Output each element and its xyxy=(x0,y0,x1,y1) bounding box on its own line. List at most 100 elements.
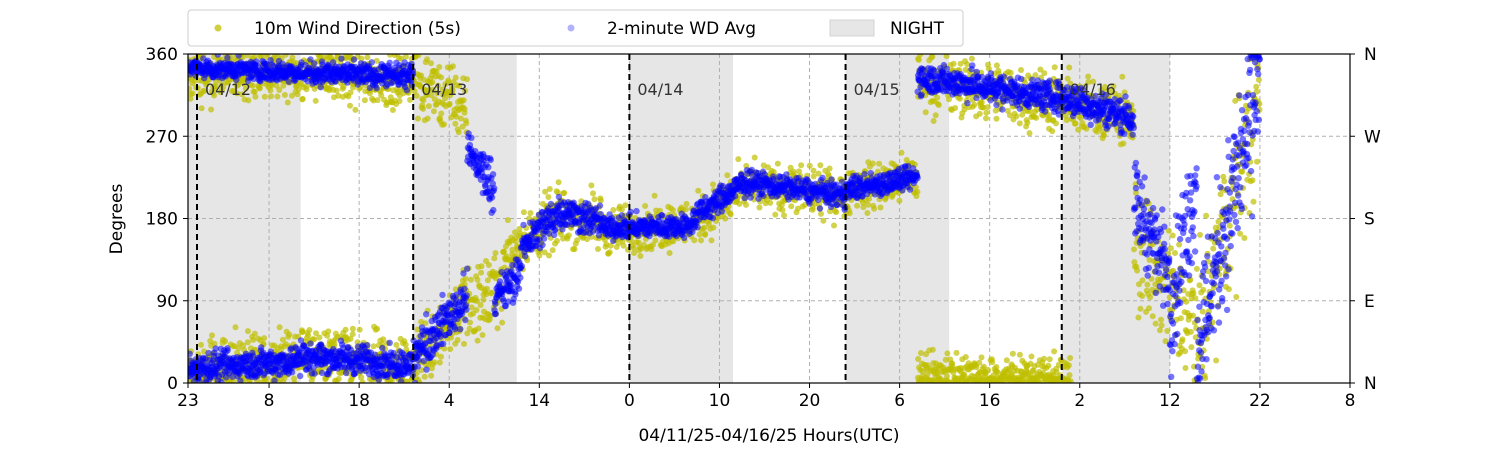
raw-point xyxy=(1137,306,1143,312)
raw-point xyxy=(208,107,214,113)
raw-point xyxy=(574,237,580,243)
avg-point xyxy=(224,347,230,353)
raw-point xyxy=(1227,223,1233,229)
raw-point xyxy=(702,231,708,237)
raw-point xyxy=(306,327,312,333)
raw-point xyxy=(833,209,839,215)
raw-point xyxy=(414,93,420,99)
raw-point xyxy=(983,110,989,116)
raw-point xyxy=(452,121,458,127)
raw-point xyxy=(380,336,386,342)
raw-point xyxy=(811,168,817,174)
avg-point xyxy=(387,340,393,346)
avg-point xyxy=(404,87,410,93)
raw-point xyxy=(1188,329,1194,335)
raw-point xyxy=(971,102,977,108)
raw-point xyxy=(710,181,716,187)
raw-point xyxy=(447,101,453,107)
raw-point xyxy=(954,350,960,356)
raw-point xyxy=(547,186,553,192)
raw-point xyxy=(983,115,989,121)
raw-point xyxy=(957,96,963,102)
raw-point xyxy=(274,94,280,100)
raw-point xyxy=(691,237,697,243)
avg-point xyxy=(307,340,313,346)
raw-point xyxy=(484,286,490,292)
raw-point xyxy=(493,250,499,256)
raw-point xyxy=(1067,355,1073,361)
avg-point xyxy=(522,253,528,259)
raw-point xyxy=(944,373,950,379)
avg-point xyxy=(492,301,498,307)
raw-point xyxy=(1135,315,1141,321)
raw-point xyxy=(728,211,734,217)
raw-point xyxy=(936,102,942,108)
raw-point xyxy=(450,63,456,69)
raw-point xyxy=(332,341,338,347)
raw-point xyxy=(364,54,370,60)
raw-point xyxy=(1170,233,1176,239)
raw-point xyxy=(1237,231,1243,237)
raw-point xyxy=(420,106,426,112)
avg-point xyxy=(489,194,495,200)
raw-point xyxy=(437,360,443,366)
raw-point xyxy=(757,205,763,211)
raw-point xyxy=(554,238,560,244)
raw-point xyxy=(262,94,268,100)
avg-point xyxy=(224,55,230,61)
raw-point xyxy=(767,200,773,206)
raw-point xyxy=(362,97,368,103)
raw-point xyxy=(1164,328,1170,334)
raw-point xyxy=(1018,67,1024,73)
raw-point xyxy=(390,107,396,113)
raw-point xyxy=(1221,178,1227,184)
raw-point xyxy=(397,98,403,104)
raw-point xyxy=(422,374,428,380)
raw-point xyxy=(735,156,741,162)
avg-point xyxy=(369,59,375,65)
raw-point xyxy=(1041,356,1047,362)
raw-point xyxy=(865,202,871,208)
raw-point xyxy=(375,97,381,103)
raw-point xyxy=(695,188,701,194)
raw-point xyxy=(1254,159,1260,165)
raw-point xyxy=(1139,293,1145,299)
raw-point xyxy=(1024,120,1030,126)
avg-point xyxy=(490,171,496,177)
avg-point xyxy=(463,306,469,312)
raw-point xyxy=(752,155,758,161)
raw-point xyxy=(1172,250,1178,256)
raw-point xyxy=(1067,372,1073,378)
raw-point xyxy=(461,341,467,347)
raw-point xyxy=(1197,282,1203,288)
avg-point xyxy=(520,222,526,228)
raw-point xyxy=(977,111,983,117)
raw-point xyxy=(521,209,527,215)
raw-point xyxy=(807,163,813,169)
avg-point xyxy=(338,55,344,61)
raw-point xyxy=(478,270,484,276)
raw-point xyxy=(325,328,331,334)
raw-point xyxy=(277,324,283,330)
raw-point xyxy=(222,338,228,344)
raw-point xyxy=(561,190,567,196)
raw-point xyxy=(1131,246,1137,252)
raw-point xyxy=(371,343,377,349)
raw-point xyxy=(1250,177,1256,183)
raw-point xyxy=(478,302,484,308)
avg-point xyxy=(457,326,463,332)
raw-point xyxy=(976,360,982,366)
raw-point xyxy=(316,335,322,341)
raw-point xyxy=(1047,356,1053,362)
raw-point xyxy=(854,203,860,209)
raw-point xyxy=(357,327,363,333)
raw-point xyxy=(1153,321,1159,327)
raw-point xyxy=(431,359,437,365)
raw-point xyxy=(847,210,853,216)
raw-point xyxy=(1256,77,1262,83)
raw-point xyxy=(1233,294,1239,300)
raw-point xyxy=(199,105,205,111)
raw-point xyxy=(245,328,251,334)
raw-point xyxy=(684,201,690,207)
raw-point xyxy=(1140,277,1146,283)
